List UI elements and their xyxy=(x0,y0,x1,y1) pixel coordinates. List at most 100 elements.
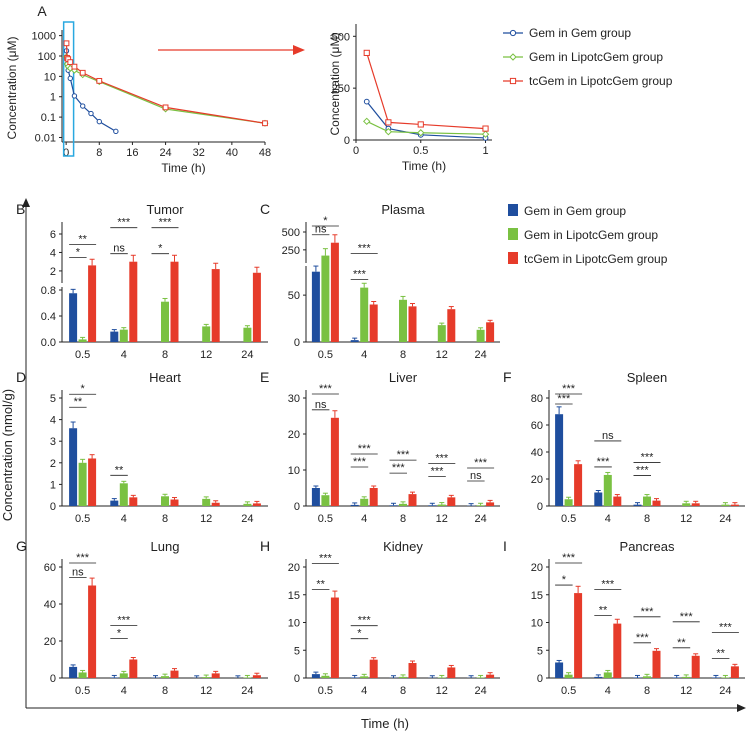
h-x-tick-label: 24 xyxy=(474,685,486,697)
i-y-tick-label: 0 xyxy=(537,673,543,685)
f-x-tick-label: 8 xyxy=(644,513,650,525)
d-x-tick-label: 24 xyxy=(241,513,253,525)
b-bar xyxy=(69,293,78,342)
az-point xyxy=(384,127,393,136)
h-x-tick-label: 8 xyxy=(400,685,406,697)
d-bar xyxy=(88,458,97,506)
a-x-tick-label: 24 xyxy=(159,147,171,159)
h-bar xyxy=(399,676,407,678)
b-sig-label: ns xyxy=(113,243,125,255)
h-x-tick-label: 0.5 xyxy=(318,685,333,697)
a-point xyxy=(67,59,74,66)
g-x-tick-label: 8 xyxy=(162,685,168,697)
d-bar xyxy=(110,500,119,506)
a-point xyxy=(162,104,169,111)
panel-label-g: G xyxy=(16,538,27,554)
a-y-tick-label: 10 xyxy=(44,71,56,83)
h-y-tick-label: 20 xyxy=(288,562,300,574)
f-bar xyxy=(555,414,564,506)
e-x-tick-label: 24 xyxy=(474,513,486,525)
e-sig-label: *** xyxy=(435,452,449,464)
panel-label-f: F xyxy=(503,369,512,385)
i-sig-label: *** xyxy=(680,611,694,623)
e-bar xyxy=(311,488,320,506)
i-bar xyxy=(613,623,622,678)
c-bar xyxy=(330,242,339,342)
i-y-tick-label: 10 xyxy=(531,618,543,630)
h-y-tick-label: 5 xyxy=(294,645,300,657)
legend-a-marker xyxy=(509,77,517,85)
i-sig-label: ** xyxy=(599,605,608,617)
b-sig-label: * xyxy=(158,243,163,255)
i-x-tick-label: 8 xyxy=(644,685,650,697)
legend-a-marker xyxy=(509,29,517,37)
a-point xyxy=(63,40,70,47)
c-y-tick-label: 250 xyxy=(282,245,300,257)
panel-title-b: Tumor xyxy=(146,202,184,217)
panel-label-h: H xyxy=(260,538,270,554)
h-y-tick-label: 10 xyxy=(288,618,300,630)
d-bar xyxy=(211,502,220,506)
d-y-tick-label: 1 xyxy=(50,479,56,491)
a-point xyxy=(71,63,78,70)
legend-bars: Gem in Gem group Gem in LipotcGem group tc… xyxy=(508,204,668,266)
b-bar xyxy=(202,326,211,342)
e-bar xyxy=(428,505,437,506)
h-y-tick-label: 15 xyxy=(288,590,300,602)
e-y-tick-label: 30 xyxy=(288,393,300,405)
i-bar xyxy=(633,677,642,678)
az-point xyxy=(417,121,424,128)
g-bar xyxy=(129,659,138,678)
i-sig-label: *** xyxy=(719,621,733,633)
f-sig-label: *** xyxy=(597,456,611,468)
h-bar xyxy=(437,677,446,678)
a-point xyxy=(96,77,103,84)
b-sig-label: *** xyxy=(159,217,173,229)
az-x-tick-label: 0 xyxy=(353,145,359,157)
i-bar xyxy=(711,677,720,678)
c-x-tick-label: 4 xyxy=(361,349,367,361)
b-bar xyxy=(252,272,261,342)
a-point xyxy=(80,103,86,109)
h-bar xyxy=(350,677,359,678)
g-x-tick-label: 12 xyxy=(200,685,212,697)
e-y-tick-label: 10 xyxy=(288,465,300,477)
i-sig-label: ** xyxy=(716,647,725,659)
e-bar xyxy=(476,505,485,506)
e-sig-label: *** xyxy=(358,443,372,455)
b-x-tick-label: 24 xyxy=(241,349,253,361)
c-bar xyxy=(437,325,446,342)
g-x-tick-label: 0.5 xyxy=(75,685,90,697)
h-sig-label: ** xyxy=(316,579,325,591)
panel-title-f: Spleen xyxy=(627,370,667,385)
i-bar xyxy=(564,674,573,678)
h-bar xyxy=(330,597,339,678)
i-bar xyxy=(691,655,700,678)
c-bar xyxy=(486,322,495,342)
g-bar xyxy=(161,676,169,678)
b-x-tick-label: 0.5 xyxy=(75,349,90,361)
az-y-tick-label: 0 xyxy=(344,135,350,147)
g-y-tick-label: 20 xyxy=(44,636,56,648)
d-x-tick-label: 4 xyxy=(121,513,127,525)
d-sig-label: ** xyxy=(115,464,124,476)
panel-title-h: Kidney xyxy=(383,539,423,554)
d-x-tick-label: 8 xyxy=(162,513,168,525)
e-bar xyxy=(330,417,339,506)
i-bar xyxy=(594,676,603,678)
c-sig-label: *** xyxy=(353,269,367,281)
legend-bar-label: Gem in Gem group xyxy=(524,204,626,218)
i-y-tick-label: 5 xyxy=(537,645,543,657)
f-y-tick-label: 0 xyxy=(537,501,543,513)
az-x-tick-label: 1 xyxy=(482,145,488,157)
h-bar xyxy=(369,659,378,678)
d-bar xyxy=(119,483,128,506)
f-sig-label: *** xyxy=(636,465,650,477)
az-y-tick-label: 250 xyxy=(332,83,350,95)
panel-label-a: A xyxy=(37,3,47,19)
i-sig-label: *** xyxy=(636,632,650,644)
g-bar xyxy=(243,677,252,678)
e-bar xyxy=(486,502,495,506)
i-x-tick-label: 12 xyxy=(680,685,692,697)
